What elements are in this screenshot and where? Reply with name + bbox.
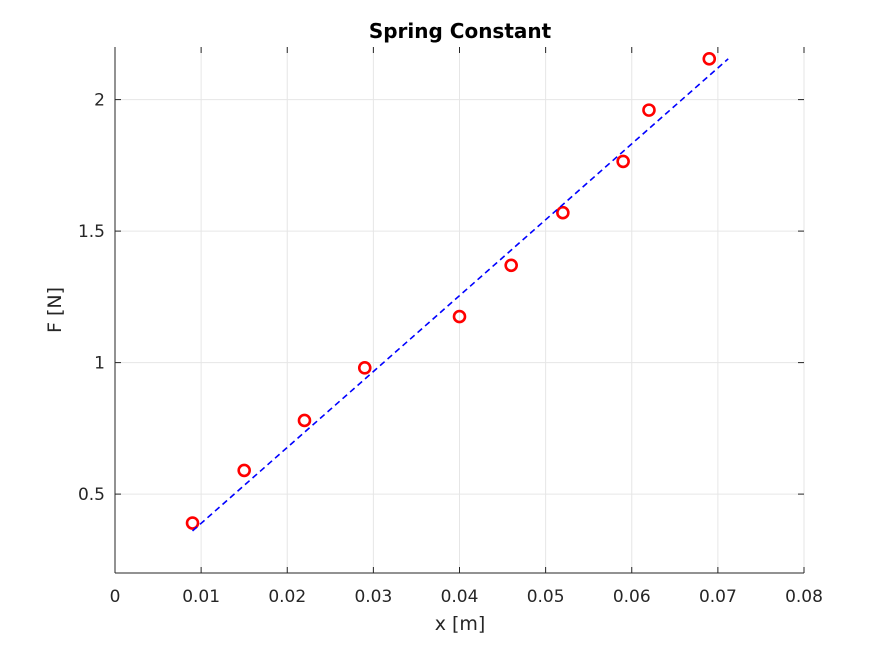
chart-title: Spring Constant [369, 19, 552, 43]
data-point [297, 413, 312, 428]
data-point [642, 103, 656, 117]
data-point [616, 154, 630, 169]
data-point [357, 361, 372, 375]
x-tick-label: 0.08 [785, 587, 823, 607]
x-tick-label: 0.06 [613, 587, 651, 607]
y-axis-label: F [N] [44, 287, 66, 333]
x-tick-label: 0.02 [268, 587, 306, 607]
x-tick-label: 0.03 [354, 587, 392, 607]
data-point [702, 52, 717, 66]
axes-layer: 0 0.01 0.02 0.03 0.04 0.05 0.06 0.07 0.08 0.5 1 1.5… [78, 47, 823, 607]
x-tick-label: 0.07 [699, 587, 737, 607]
y-tick-label: 0.5 [78, 485, 105, 505]
y-tick-label: 1.5 [78, 222, 105, 242]
x-axis-label: x [m] [435, 613, 486, 635]
data-point [185, 516, 200, 530]
y-tick-label: 2 [94, 91, 105, 111]
x-tick-label: 0.04 [441, 587, 479, 607]
data-point [504, 258, 518, 273]
fit-line [191, 58, 729, 532]
series-layer [185, 52, 729, 532]
x-tick-label: 0 [110, 587, 121, 607]
x-tick-label: 0.05 [527, 587, 565, 607]
data-point [556, 205, 570, 220]
x-tick-label: 0.01 [182, 587, 220, 607]
y-tick-label: 1 [94, 354, 105, 374]
label-layer: Spring Constant x [m] F [N] [44, 19, 552, 635]
data-point [237, 463, 251, 478]
data-point [452, 309, 467, 324]
